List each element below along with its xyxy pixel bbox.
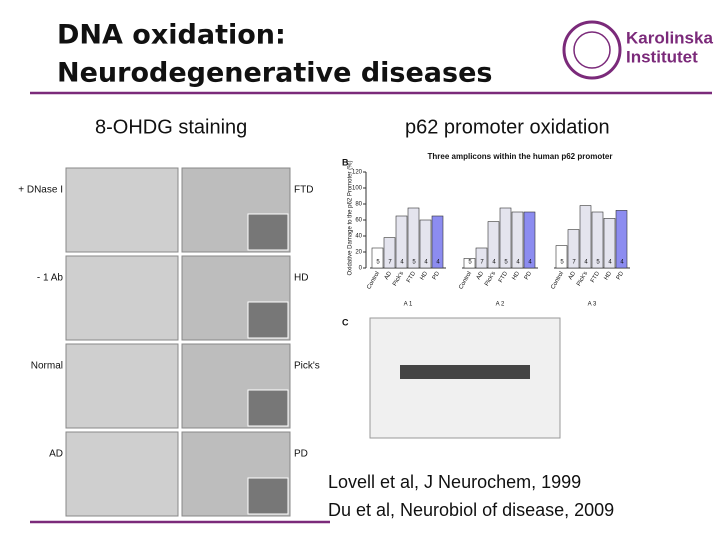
bar (591, 211, 604, 269)
micrograph (65, 167, 179, 253)
bar (511, 211, 524, 269)
x-tick-label: Control (458, 271, 473, 291)
x-tick-label: Control (366, 271, 381, 291)
x-tick-label: Pick's (392, 271, 405, 287)
bar-n-label: 4 (400, 260, 404, 266)
bar-n-label: 4 (584, 260, 588, 266)
group-label: A 2 (496, 302, 505, 308)
logo-seal (562, 20, 622, 80)
x-tick-label: HD (604, 270, 614, 281)
bar-n-label: 5 (596, 260, 600, 266)
title-line: DNA oxidation: (57, 20, 286, 51)
bar-n-label: 5 (504, 260, 508, 266)
bar (383, 237, 396, 269)
bar-n-label: 5 (412, 260, 416, 266)
group-label: A 1 (404, 302, 413, 308)
bar (475, 247, 488, 269)
bar-n-label: 5 (376, 260, 380, 266)
y-tick-label: 80 (355, 202, 362, 208)
bar (603, 218, 616, 269)
bar (371, 247, 384, 269)
x-tick-label: Pick's (484, 271, 497, 287)
inset (247, 477, 289, 515)
y-axis-label: Oxidative Damage to the p62 Promoter (%) (348, 160, 354, 275)
x-tick-label: PD (432, 270, 442, 281)
y-tick-label: 120 (352, 170, 363, 176)
y-tick-label: 60 (355, 218, 362, 224)
figure-letter: C (342, 317, 349, 327)
citation: Lovell et al, J Neurochem, 1999 (328, 472, 581, 492)
bar (487, 221, 500, 269)
gel-band (400, 365, 530, 379)
bar-n-label: 4 (424, 260, 428, 266)
bar (615, 210, 628, 269)
bar-n-label: 4 (492, 260, 496, 266)
title-line: Neurodegenerative diseases (57, 58, 492, 89)
bar (523, 211, 536, 269)
x-tick-label: FTD (590, 270, 601, 284)
x-tick-label: HD (420, 270, 430, 281)
panel-heading: 8-OHDG staining (95, 116, 247, 138)
bar (567, 229, 580, 269)
panel-heading: p62 promoter oxidation (405, 116, 610, 138)
x-tick-label: FTD (406, 270, 417, 284)
bar (419, 219, 432, 269)
x-tick-label: HD (512, 270, 522, 281)
row-label: - 1 Ab (37, 273, 64, 284)
bar-n-label: 4 (608, 260, 612, 266)
logo-seal (573, 31, 611, 69)
bar (499, 207, 512, 269)
inset (247, 301, 289, 339)
micrograph (65, 255, 179, 341)
x-tick-label: Control (550, 271, 565, 291)
bar (395, 215, 408, 269)
x-tick-label: PD (616, 270, 626, 281)
bar-chart: 0204060801001205Control7AD4Pick's5FTD4HD… (352, 170, 630, 308)
micrograph (65, 343, 179, 429)
bar-n-label: 7 (480, 260, 484, 266)
y-tick-label: 100 (352, 186, 363, 192)
micrograph-panel: + DNase I FTD - 1 Ab HD Normal Pick's AD PD (18, 167, 320, 517)
x-tick-label: AD (568, 270, 578, 281)
bar (579, 205, 592, 269)
figure-title: Three amplicons within the human p62 pro… (428, 152, 613, 161)
bar-n-label: 5 (560, 260, 564, 266)
y-tick-label: 20 (355, 250, 362, 256)
bar-n-label: 4 (436, 260, 440, 266)
bar (463, 258, 476, 269)
x-tick-label: PD (524, 270, 534, 281)
row-label: + DNase I (18, 185, 63, 196)
logo-text: Institutet (626, 47, 698, 66)
bar-n-label: 7 (572, 260, 576, 266)
figure-letter: B (342, 157, 349, 167)
inset (247, 213, 289, 251)
bar (407, 207, 420, 269)
x-tick-label: FTD (498, 270, 509, 284)
citation: Du et al, Neurobiol of disease, 2009 (328, 500, 614, 520)
row-label: Pick's (294, 361, 320, 372)
bar-n-label: 5 (468, 260, 472, 266)
x-tick-label: AD (384, 270, 394, 281)
row-label: PD (294, 449, 308, 460)
logo-text: Karolinska (626, 28, 713, 47)
row-label: AD (49, 449, 63, 460)
bar-n-label: 4 (620, 260, 624, 266)
bar (555, 245, 568, 269)
x-tick-label: AD (476, 270, 486, 281)
y-tick-label: 40 (355, 234, 362, 240)
row-label: HD (294, 273, 308, 284)
row-label: Normal (31, 361, 63, 372)
x-tick-label: Pick's (576, 271, 589, 287)
group-label: A 3 (588, 302, 597, 308)
inset (247, 389, 289, 427)
bar-n-label: 4 (528, 260, 532, 266)
row-label: FTD (294, 185, 313, 196)
y-tick-label: 0 (359, 266, 363, 272)
bar-n-label: 4 (516, 260, 520, 266)
micrograph (65, 431, 179, 517)
bar (431, 215, 444, 269)
bar-n-label: 7 (388, 260, 392, 266)
